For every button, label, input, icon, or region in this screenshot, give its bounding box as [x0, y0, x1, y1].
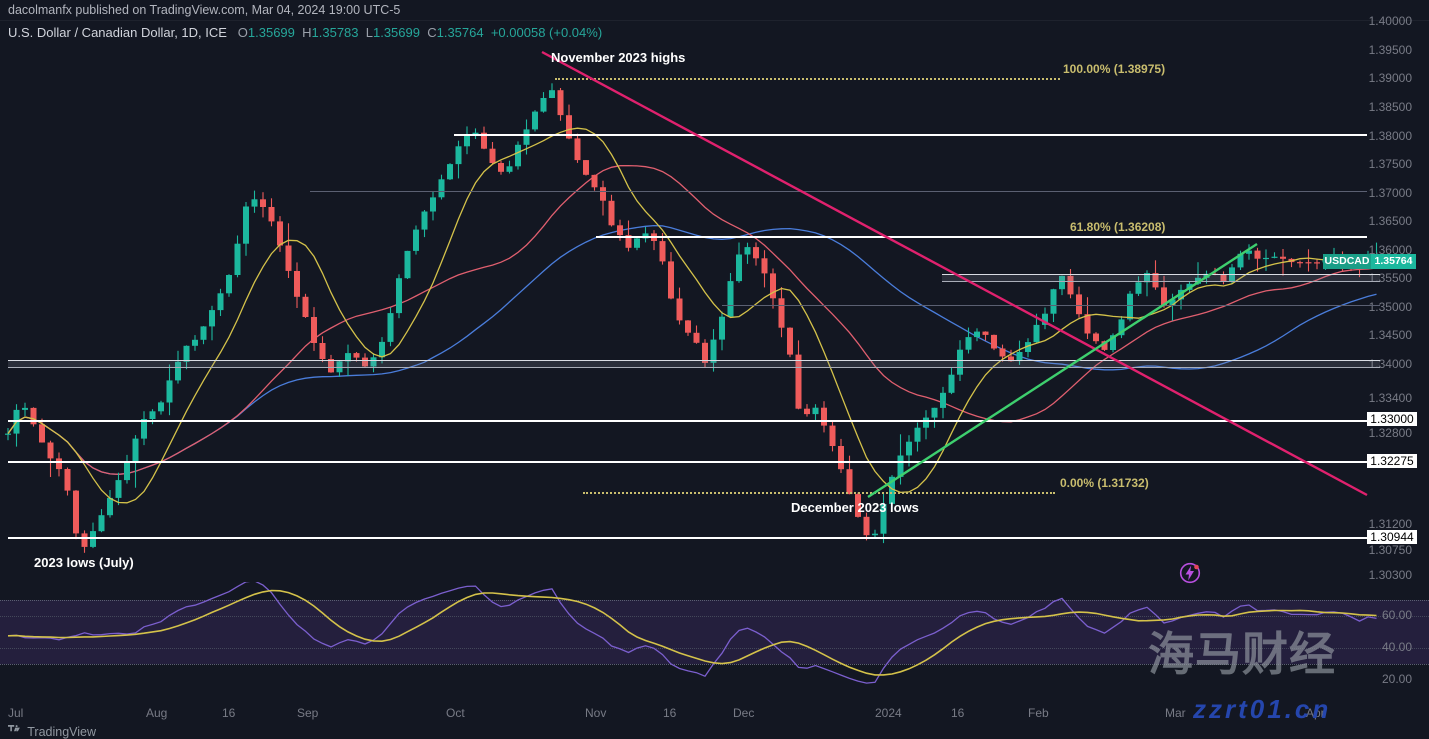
svg-text:zzrt01.cn: zzrt01.cn: [1193, 694, 1331, 724]
svg-text:海马财经: 海马财经: [1148, 628, 1336, 680]
